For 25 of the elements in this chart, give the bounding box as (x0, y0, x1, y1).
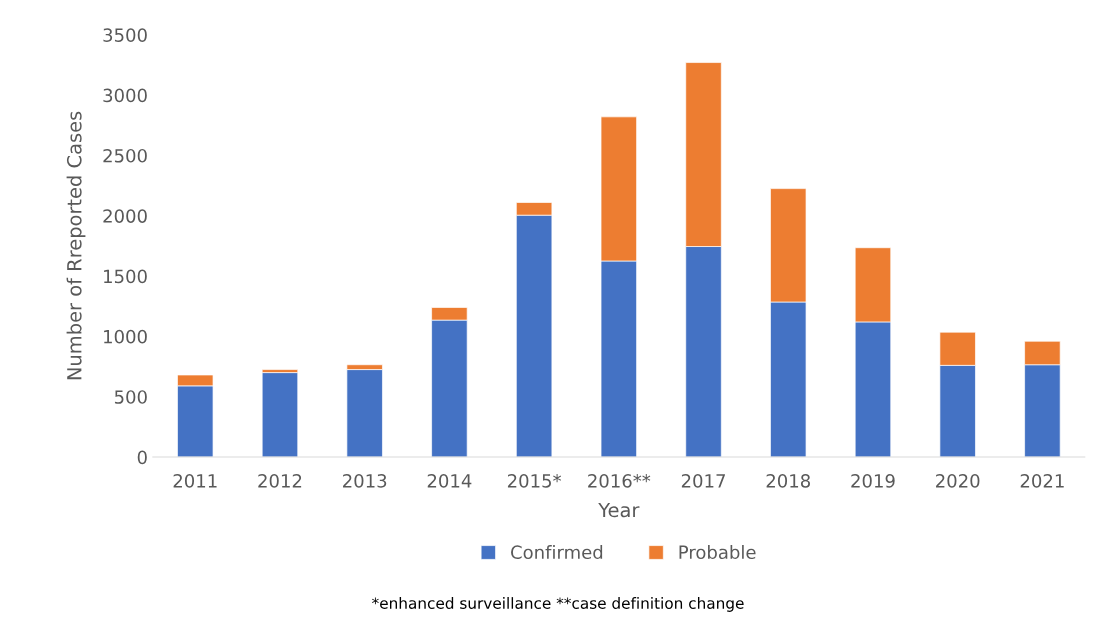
x-tick-label: 2016** (588, 474, 651, 488)
y-tick-label: 1000 (104, 329, 147, 344)
x-tick-label: 2015* (507, 474, 562, 488)
x-tick-label: 2017 (681, 474, 725, 488)
legend-label: Confirmed (511, 545, 603, 560)
y-tick-label: 2000 (103, 209, 147, 223)
x-tick-label: 2019 (851, 474, 895, 488)
y-tick-label: 1500 (104, 269, 147, 284)
y-axis-title: Number of Rreported Cases (66, 111, 86, 380)
x-tick-label: 2014 (427, 474, 472, 488)
y-tick-label: 3000 (103, 88, 147, 103)
legend-label: Probable (679, 545, 756, 560)
x-tick-label: 2013 (343, 474, 387, 488)
y-tick-label: 0 (137, 450, 147, 465)
x-tick-label: 2020 (936, 474, 980, 488)
bar (261, 372, 299, 458)
text: *enhanced surveillance **case definition change (372, 597, 744, 612)
x-tick-label: 2021 (1020, 474, 1064, 488)
x-tick-label: 2012 (258, 474, 302, 488)
x-axis-title: Year (598, 502, 640, 518)
y-tick-label: 500 (114, 390, 147, 404)
y-tick-label: 2500 (103, 148, 147, 163)
x-tick-label: 2011 (173, 474, 217, 488)
x-tick-label: 2018 (766, 474, 810, 488)
y-tick-label: 3500 (103, 28, 147, 42)
